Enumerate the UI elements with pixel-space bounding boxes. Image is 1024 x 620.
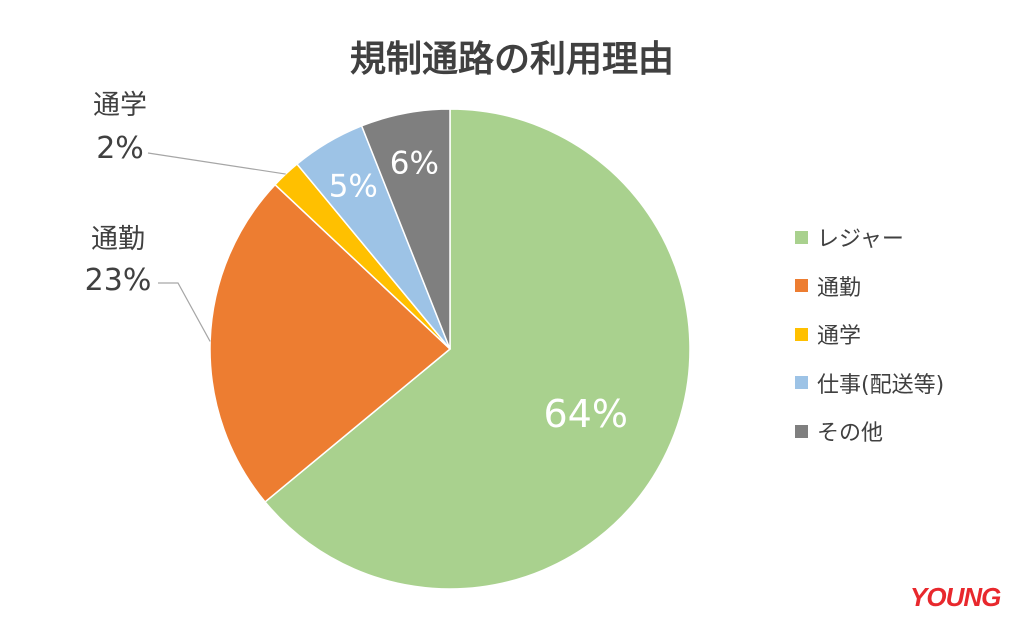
legend-swatch-other [795, 424, 808, 438]
legend-item-work: 仕事(配送等) [795, 359, 944, 408]
watermark-logo: YOUNG [910, 582, 1001, 612]
legend-item-commute: 通勤 [795, 262, 944, 311]
data-label-other: 6% [390, 145, 439, 181]
legend-swatch-leisure [795, 230, 808, 244]
pie-slice-commute [209, 183, 452, 504]
category-label-commute: 通勤 [91, 224, 145, 255]
data-label-school: 2% [96, 131, 144, 166]
legend-item-leisure: レジャー [795, 213, 944, 262]
legend-swatch-school [795, 327, 808, 341]
data-label-commute: 23% [85, 263, 152, 298]
legend-label-leisure: レジャー [817, 227, 904, 253]
legend-swatch-commute [795, 279, 808, 293]
legend-swatch-work [795, 376, 808, 390]
pie-slice-other [360, 108, 451, 350]
leader-line-commute [158, 282, 211, 342]
data-label-work: 5% [329, 168, 378, 204]
category-label-school: 通学 [93, 90, 147, 121]
data-label-leisure: 64% [543, 392, 627, 436]
legend: レジャー 通勤 通学 仕事(配送等) その他 [795, 213, 944, 456]
chart-title: 規制通路の利用理由 [349, 39, 674, 80]
pie-slice-leisure [264, 108, 691, 590]
legend-label-other: その他 [817, 421, 884, 447]
legend-item-other: その他 [795, 407, 944, 456]
legend-label-commute: 通勤 [817, 275, 862, 301]
legend-item-school: 通学 [795, 310, 944, 359]
legend-label-school: 通学 [817, 324, 862, 350]
legend-label-work: 仕事(配送等) [817, 372, 945, 398]
leader-line-school [147, 152, 286, 175]
